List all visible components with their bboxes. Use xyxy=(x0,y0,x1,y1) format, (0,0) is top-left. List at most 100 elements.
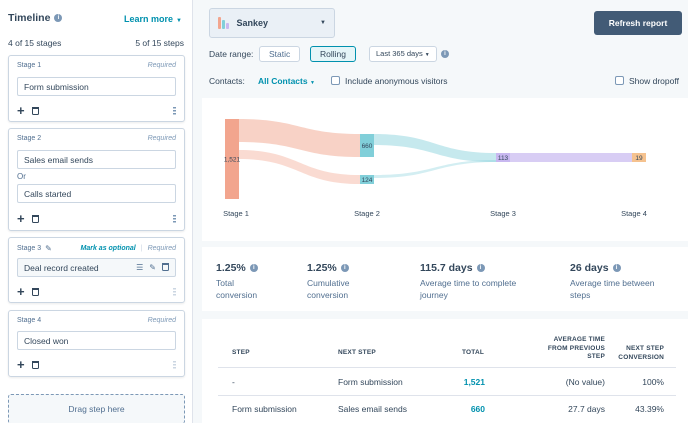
sankey-node-value: 113 xyxy=(498,155,509,162)
stage-title: Stage 1 xyxy=(17,62,42,69)
info-icon[interactable]: i xyxy=(476,264,485,272)
chevron-down-icon: ▼ xyxy=(176,18,182,24)
add-step-icon[interactable]: + xyxy=(17,103,25,118)
stat-label-line: Total xyxy=(216,278,234,288)
rolling-toggle[interactable]: Rolling xyxy=(310,46,356,62)
chevron-down-icon: ▼ xyxy=(320,20,326,26)
stat-cumulative-conversion: 1.25% i xyxy=(307,262,349,274)
step-field[interactable]: Closed won xyxy=(17,331,176,350)
sankey-panel: 1,521 660 124 113 19 Stage 1 Stage 2 Stage 3 Sta… xyxy=(202,98,688,241)
divider: | xyxy=(140,245,143,252)
period-value: Last 365 days xyxy=(376,49,423,58)
pencil-icon[interactable]: ✎ xyxy=(149,262,156,272)
col-header-avg-time[interactable]: AVERAGE TIME FROM PREVIOUS STEP xyxy=(512,336,605,362)
drag-handle-icon[interactable] xyxy=(173,287,176,296)
info-icon[interactable]: i xyxy=(249,264,258,272)
stat-label: Average time to complete journey xyxy=(420,277,516,301)
cell-step: Form submission xyxy=(232,404,297,414)
sankey-node xyxy=(632,153,646,162)
stage-card-3: Stage 3 ✎ Mark as optional | Required De… xyxy=(8,237,185,303)
pencil-icon[interactable]: ✎ xyxy=(45,244,52,253)
stat-label-line: steps xyxy=(570,290,591,300)
info-icon[interactable]: i xyxy=(340,264,349,272)
chart-type-dropdown[interactable]: Sankey ▼ xyxy=(209,8,335,38)
contacts-value: All Contacts xyxy=(258,76,308,86)
stat-value: 26 days xyxy=(570,262,609,274)
drag-handle-icon[interactable] xyxy=(173,360,176,369)
sankey-chart: 1,521 660 124 113 19 Stage 1 Stage 2 Stage 3 Sta… xyxy=(223,119,647,218)
trash-icon[interactable] xyxy=(31,287,39,296)
sankey-link xyxy=(374,134,496,162)
info-icon[interactable]: i xyxy=(612,264,621,272)
col-header-line: CONVERSION xyxy=(618,353,664,361)
cell-next-step: Sales email sends xyxy=(338,404,407,414)
step-field[interactable]: Form submission xyxy=(17,77,176,96)
learn-more-label: Learn more xyxy=(124,14,174,24)
stat-label-line: conversion xyxy=(307,290,349,300)
sankey-link xyxy=(510,153,632,162)
col-header-next-step[interactable]: NEXT STEP xyxy=(338,349,376,356)
chart-type-label: Sankey xyxy=(236,18,269,28)
sankey-link xyxy=(239,119,360,157)
mark-optional-link[interactable]: Mark as optional xyxy=(80,245,136,252)
cell-total-link[interactable]: 1,521 xyxy=(463,377,485,387)
add-step-icon[interactable]: + xyxy=(17,211,25,226)
stat-avg-journey: 115.7 days i xyxy=(420,262,485,274)
trash-icon[interactable] xyxy=(31,360,39,369)
drag-step-dropzone[interactable]: Drag step here xyxy=(8,394,185,423)
period-dropdown[interactable]: Last 365 days ▼ xyxy=(369,46,437,62)
sankey-link xyxy=(239,150,360,184)
timeline-panel: Timeline i Learn more ▼ 4 of 15 stages 5 … xyxy=(0,0,193,423)
stat-value: 1.25% xyxy=(307,262,337,274)
cell-step: - xyxy=(232,377,235,387)
refresh-report-button[interactable]: Refresh report xyxy=(594,11,682,35)
trash-icon[interactable] xyxy=(31,214,39,223)
stage-flags: Mark as optional | Required xyxy=(81,244,176,253)
date-range-label: Date range: xyxy=(209,49,254,59)
stage-title: Stage 4 xyxy=(17,317,42,324)
step-count: 5 of 15 steps xyxy=(135,38,184,48)
sankey-stage-label: Stage 3 xyxy=(490,209,516,218)
cell-total-link[interactable]: 660 xyxy=(470,404,485,414)
col-header-conversion[interactable]: NEXT STEP CONVERSION xyxy=(602,345,664,362)
static-toggle[interactable]: Static xyxy=(259,46,301,62)
col-header-line: STEP xyxy=(587,353,605,360)
divider xyxy=(218,367,676,368)
stage-count: 4 of 15 stages xyxy=(8,38,62,48)
trash-icon[interactable] xyxy=(31,106,39,115)
stage-title: Stage 2 xyxy=(17,135,42,142)
col-header-line: AVERAGE TIME xyxy=(553,336,605,343)
cell-conversion: 100% xyxy=(642,377,664,387)
col-header-total[interactable]: TOTAL xyxy=(462,349,485,356)
drag-handle-icon[interactable] xyxy=(173,106,176,115)
add-step-icon[interactable]: + xyxy=(17,357,25,372)
filter-icon[interactable]: ☰ xyxy=(136,262,144,272)
cell-avg-time: 27.7 days xyxy=(568,404,605,414)
stat-label-line: Average time to complete xyxy=(420,278,517,288)
step-field[interactable]: Calls started xyxy=(17,184,176,203)
trash-icon[interactable] xyxy=(162,262,169,273)
stage-counts: 4 of 15 stages 5 of 15 steps xyxy=(8,38,184,48)
info-icon[interactable]: i xyxy=(441,50,449,58)
step-value: Deal record created xyxy=(24,262,99,273)
step-field[interactable]: Sales email sends xyxy=(17,150,176,169)
anonymous-checkbox[interactable] xyxy=(331,76,340,85)
cell-next-step: Form submission xyxy=(338,377,403,387)
sankey-node xyxy=(496,153,510,162)
drag-handle-icon[interactable] xyxy=(173,214,176,223)
add-step-icon[interactable]: + xyxy=(17,284,25,299)
cell-conversion: 43.39% xyxy=(635,404,664,414)
dropoff-checkbox[interactable] xyxy=(615,76,624,85)
contacts-dropdown[interactable]: All Contacts ▼ xyxy=(258,76,315,86)
step-field[interactable]: Deal record created ☰ ✎ xyxy=(17,258,176,277)
stat-label-line: Average time between xyxy=(570,278,655,288)
sankey-node-value: 19 xyxy=(635,155,643,162)
stat-label-line: conversion xyxy=(216,290,258,300)
learn-more-dropdown[interactable]: Learn more ▼ xyxy=(124,14,182,24)
stat-label-line: Cumulative xyxy=(307,278,350,288)
step-value: Closed won xyxy=(24,335,69,346)
step-value: Form submission xyxy=(24,81,89,92)
or-label: Or xyxy=(17,172,26,181)
info-icon[interactable]: i xyxy=(54,14,63,22)
col-header-step[interactable]: STEP xyxy=(232,349,250,356)
